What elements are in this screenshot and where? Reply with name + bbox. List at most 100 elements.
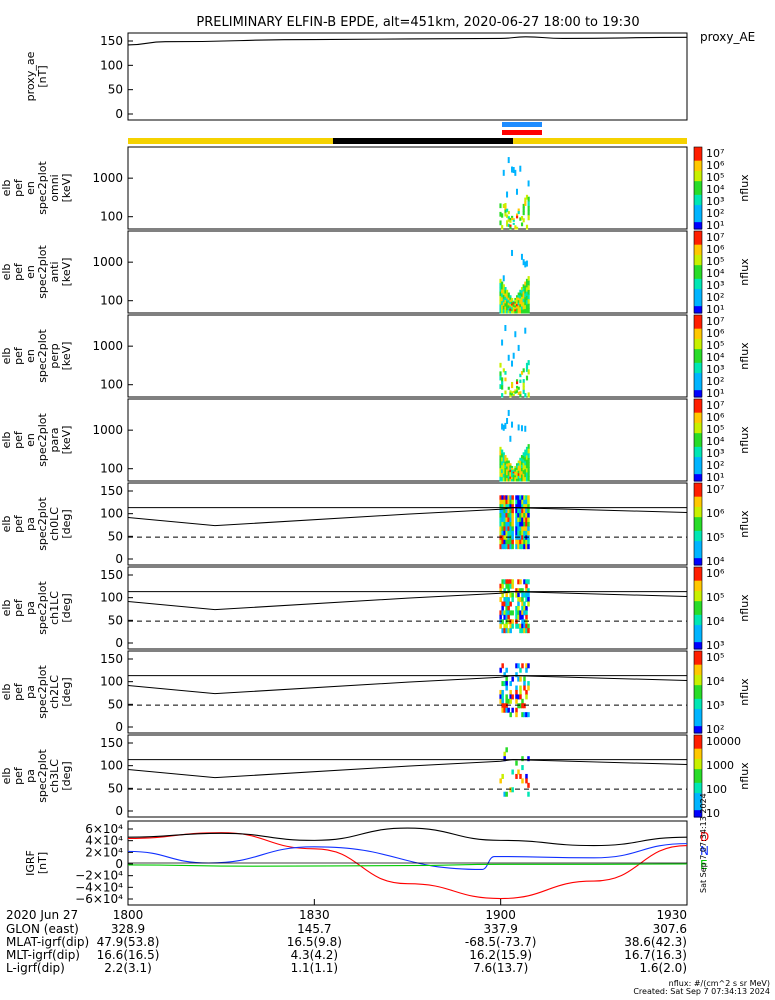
panel-frame: [127, 146, 688, 230]
panel-3: elbpefenspec2plotperp[keV] 100010010⁷10⁶1…: [0, 314, 751, 400]
pa-cell: [527, 508, 530, 514]
x-tick-label: 1900: [485, 908, 516, 922]
colorbar-segment: [694, 268, 702, 273]
spectrum-cell: [512, 474, 515, 477]
y-label-line: pa: [24, 601, 37, 615]
spectrum-cell: [527, 448, 530, 454]
spectrum-cell: [520, 296, 524, 301]
colorbar-segment: [694, 393, 702, 398]
y-label-line: en: [24, 181, 37, 195]
y-tick-label: 1000: [92, 339, 123, 353]
spectrum-cell: [499, 476, 502, 482]
spectrum-cell: [519, 295, 522, 299]
pa-cell: [505, 513, 508, 519]
colorbar-segment: [694, 741, 702, 746]
panel-frame: [127, 566, 688, 650]
pa-cell: [507, 619, 510, 625]
spectrum-cell: [504, 464, 507, 469]
spectrum-cell: [514, 225, 517, 228]
spectrum-cell: [504, 477, 507, 482]
spectrum-speck: [502, 424, 505, 431]
colorbar-segment: [694, 789, 702, 794]
colorbar-segment: [694, 554, 702, 559]
pa-cell: [515, 698, 518, 704]
colorbar-tick-label: 10⁵: [706, 339, 724, 352]
pa-cell: [499, 526, 502, 532]
pa-cell: [519, 667, 522, 673]
colorbar-tick-label: 10000: [706, 735, 741, 748]
colorbar-segment: [694, 292, 702, 297]
spectrum-cell: [520, 290, 524, 295]
pa-cell: [519, 544, 522, 550]
pa-cell: [511, 623, 514, 629]
spectrum-cell: [524, 473, 527, 478]
spectrum-cell: [511, 477, 514, 480]
pa-cell: [527, 526, 530, 532]
pa-cell: [511, 544, 514, 550]
spectrum-cell: [519, 460, 522, 465]
pa-cell: [519, 504, 522, 510]
spectrum-cell: [512, 468, 515, 471]
spectrum-cell: [509, 295, 512, 298]
pa-cell: [499, 521, 502, 527]
colorbar-segment: [694, 315, 702, 320]
colorbar-segment: [694, 205, 702, 210]
spectrum-cell: [527, 467, 530, 473]
pa-cell: [505, 681, 508, 687]
pa-cell: [509, 610, 512, 616]
spectrum-cell: [501, 469, 504, 474]
pa-cell: [501, 583, 504, 589]
spectrum-cell: [514, 389, 517, 392]
colorbar-segment: [694, 412, 702, 417]
spectrum-cell: [522, 287, 525, 292]
spectrum-cell: [522, 207, 525, 212]
spectrum-cell: [527, 444, 530, 450]
colorbar-segment: [694, 503, 702, 508]
pa-cell: [525, 773, 528, 779]
spectrum-cell: [525, 476, 529, 482]
colorbar-segment: [694, 328, 702, 333]
spectrum-cell: [504, 461, 507, 466]
pa-cell: [525, 504, 528, 510]
panel-5: elbpefpaspec2plotch0LC[deg] 150 100 50 0 10⁷ 1…: [0, 482, 751, 568]
colorbar-segment: [694, 463, 702, 468]
pa-cell: [501, 663, 504, 669]
colorbar-tick-label: 10⁶: [706, 567, 725, 580]
x-tick-label: 1830: [299, 908, 330, 922]
series-line-proxyAE: [127, 36, 688, 46]
colorbar-segment: [694, 474, 702, 479]
pa-cell: [507, 579, 510, 585]
y-axis-label: IGRF[nT]: [24, 850, 49, 876]
pa-cell: [521, 499, 524, 505]
colorbar-segment: [694, 604, 702, 609]
spectrum-cell: [506, 298, 509, 302]
colorbar-segment: [694, 688, 702, 693]
colorbar-tick-label: 10⁴: [706, 351, 725, 364]
pa-cell: [521, 504, 524, 510]
spectrum-cell: [515, 385, 519, 389]
y-tick-label: 0: [115, 720, 123, 734]
pa-cell: [521, 703, 524, 709]
colorbar-tick-label: 10²: [706, 207, 724, 220]
spectrum-cell: [509, 306, 512, 310]
colorbar-segment: [694, 248, 702, 253]
y-tick-label: 6×10⁴: [85, 822, 123, 836]
spectrum-cell: [522, 466, 525, 471]
spectrum-cell: [525, 287, 529, 293]
pa-cell: [499, 698, 502, 704]
pa-cell: [505, 530, 508, 536]
colorbar-segment: [694, 500, 702, 505]
colorbar-segment: [694, 416, 702, 421]
spectrum-cell: [527, 280, 530, 286]
colorbar-segment: [694, 709, 702, 714]
colorbar-segment: [694, 383, 702, 388]
pa-cell: [525, 610, 528, 616]
spectrum-cell: [525, 224, 529, 230]
pa-cell: [527, 623, 530, 629]
spectrum-cell: [509, 472, 512, 475]
spectrum-cell: [517, 307, 520, 311]
pa-cell: [509, 521, 512, 527]
spectrum-cell: [515, 388, 519, 391]
pa-cell: [503, 579, 506, 585]
